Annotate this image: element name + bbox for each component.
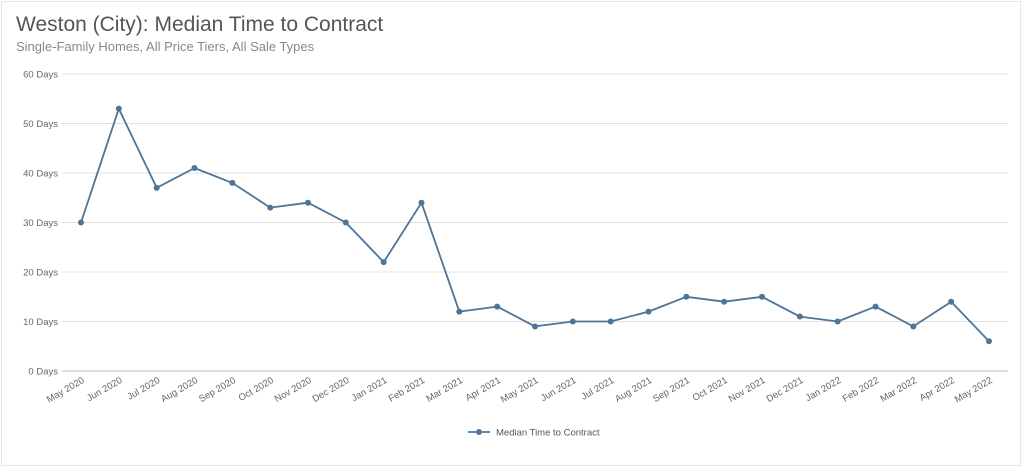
x-tick-label: Jan 2021 xyxy=(350,375,389,404)
data-point xyxy=(191,165,198,172)
y-tick-label: 20 Days xyxy=(23,268,58,279)
x-tick-label: Aug 2020 xyxy=(159,375,200,405)
y-tick-label: 60 Days xyxy=(23,70,58,81)
chart-title: Weston (City): Median Time to Contract xyxy=(16,13,384,36)
data-point xyxy=(342,219,349,226)
x-tick-label: Aug 2021 xyxy=(613,375,654,405)
y-tick-label: 50 Days xyxy=(23,119,58,130)
x-tick-label: Feb 2022 xyxy=(841,375,881,405)
x-tick-label: May 2021 xyxy=(499,375,541,405)
x-tick-label: Jun 2020 xyxy=(85,375,124,404)
x-tick-label: Sep 2020 xyxy=(197,375,238,405)
data-point xyxy=(380,259,387,266)
x-tick-label: Oct 2021 xyxy=(691,375,730,404)
data-point xyxy=(683,293,690,300)
data-point xyxy=(948,298,955,305)
x-tick-label: Dec 2020 xyxy=(311,375,352,405)
x-tick-label: Dec 2021 xyxy=(765,375,806,405)
y-tick-label: 0 Days xyxy=(28,367,58,378)
x-tick-label: May 2022 xyxy=(953,375,995,405)
x-tick-label: Apr 2022 xyxy=(918,375,957,404)
x-tick-label: Sep 2021 xyxy=(651,375,692,405)
data-point xyxy=(645,308,652,315)
data-point xyxy=(834,318,841,325)
data-point xyxy=(569,318,576,325)
data-point xyxy=(305,199,311,206)
x-tick-label: Mar 2021 xyxy=(425,375,465,405)
data-point xyxy=(229,179,236,186)
y-tick-label: 40 Days xyxy=(23,169,58,180)
y-tick-label: 10 Days xyxy=(23,317,58,328)
data-point xyxy=(532,323,538,330)
data-point xyxy=(721,298,728,305)
x-tick-label: Jul 2021 xyxy=(580,375,617,402)
data-point xyxy=(986,338,992,345)
x-tick-label: May 2020 xyxy=(45,375,87,405)
data-point xyxy=(796,313,803,320)
data-point xyxy=(910,323,917,330)
data-point xyxy=(494,303,501,310)
data-point xyxy=(759,293,765,300)
data-point xyxy=(115,105,122,112)
data-point xyxy=(872,303,879,310)
data-point xyxy=(607,318,614,325)
x-tick-label: Oct 2020 xyxy=(237,375,276,404)
x-tick-label: Jun 2021 xyxy=(539,375,578,404)
x-tick-label: Jan 2022 xyxy=(804,375,843,404)
data-point xyxy=(267,204,274,211)
x-tick-label: Mar 2022 xyxy=(879,375,919,405)
data-point xyxy=(78,219,84,226)
x-tick-label: Feb 2021 xyxy=(387,375,427,405)
data-point xyxy=(418,199,425,206)
legend-marker xyxy=(476,429,482,435)
x-tick-label: Jul 2020 xyxy=(126,375,163,402)
x-tick-label: Nov 2021 xyxy=(727,375,768,405)
chart-subtitle: Single-Family Homes, All Price Tiers, Al… xyxy=(16,39,315,54)
series-line xyxy=(80,107,990,342)
data-point xyxy=(153,184,160,191)
legend-label: Median Time to Contract xyxy=(496,428,600,439)
y-tick-label: 30 Days xyxy=(23,218,58,229)
data-point xyxy=(456,308,463,315)
x-tick-label: Apr 2021 xyxy=(464,375,503,404)
x-tick-label: Nov 2020 xyxy=(273,375,314,405)
